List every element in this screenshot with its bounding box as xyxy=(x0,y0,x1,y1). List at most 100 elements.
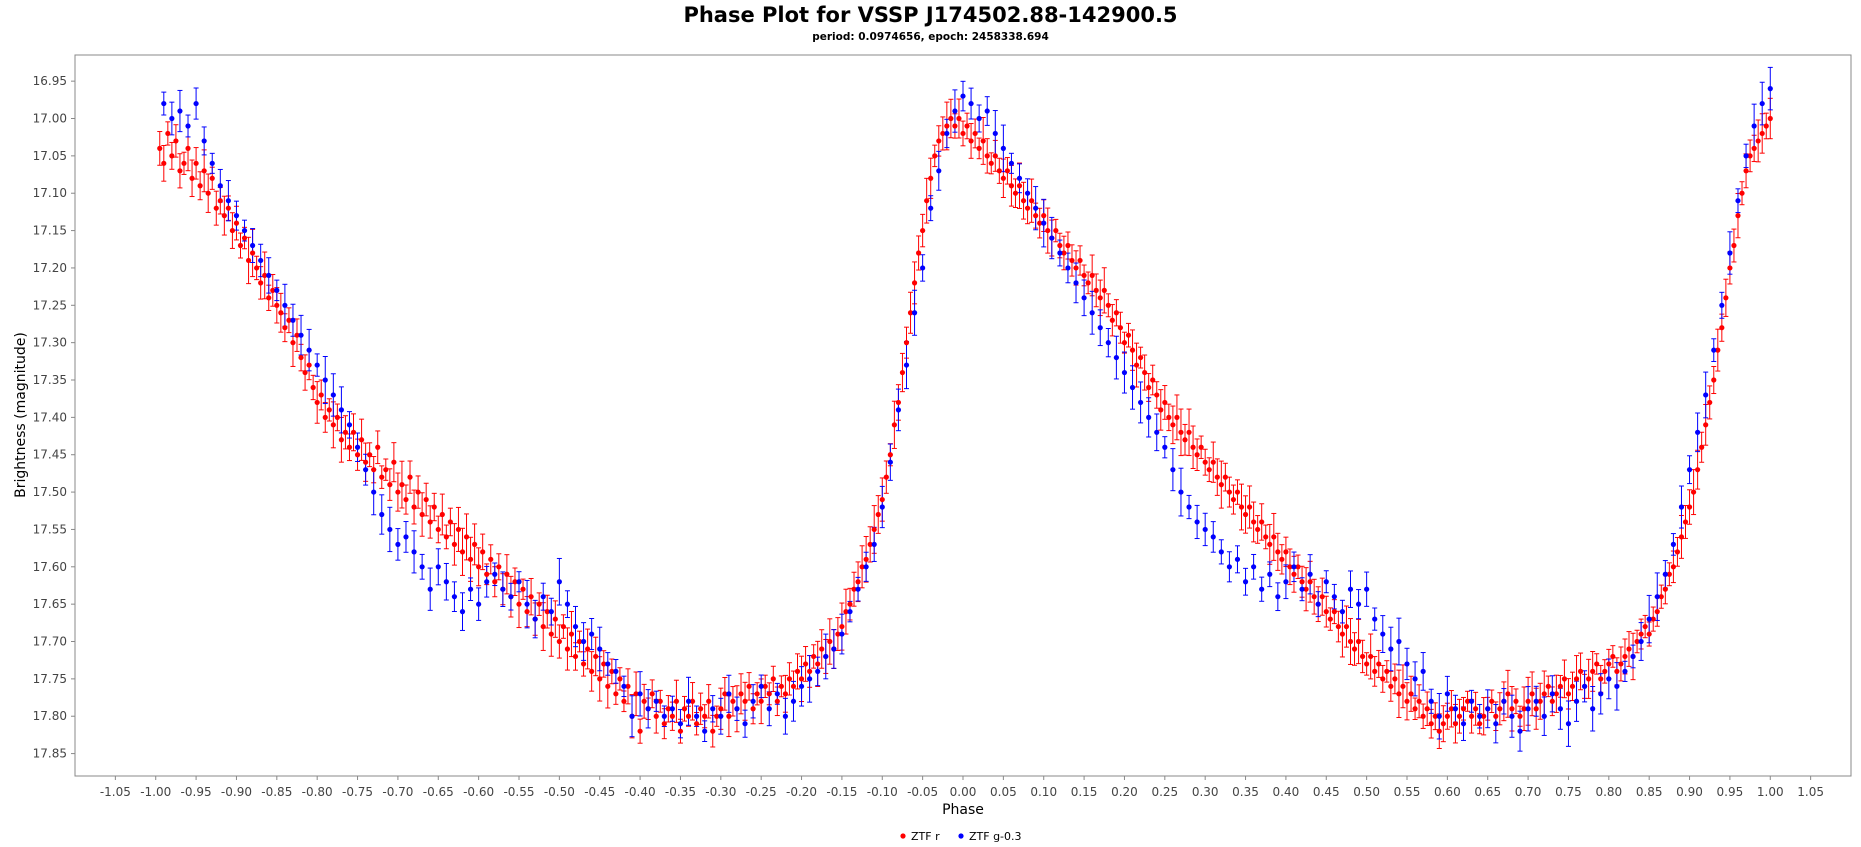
data-point xyxy=(770,676,776,682)
data-point xyxy=(201,138,207,144)
data-point xyxy=(233,213,240,219)
data-point xyxy=(536,601,542,607)
data-point xyxy=(1606,661,1612,667)
data-point xyxy=(790,683,797,689)
data-point xyxy=(976,145,982,151)
data-point xyxy=(572,623,579,630)
data-point xyxy=(710,706,716,712)
data-point xyxy=(225,198,231,204)
data-point xyxy=(1299,586,1305,592)
x-tick-label: 0.85 xyxy=(1636,785,1663,799)
x-tick-label: -0.60 xyxy=(463,785,494,799)
data-point xyxy=(916,250,922,256)
data-point xyxy=(1541,691,1547,697)
data-point xyxy=(657,698,663,704)
data-point xyxy=(1133,362,1140,368)
data-point xyxy=(1113,310,1119,316)
data-point xyxy=(1699,444,1705,450)
data-point xyxy=(887,452,893,458)
data-point xyxy=(500,586,506,592)
data-point xyxy=(1105,340,1111,346)
y-tick-label: 17.70 xyxy=(33,635,67,649)
data-point xyxy=(354,452,361,458)
data-point xyxy=(1489,698,1495,704)
data-point xyxy=(984,108,990,114)
data-point xyxy=(1170,422,1176,428)
data-point xyxy=(302,369,308,376)
x-tick-label: -0.05 xyxy=(907,785,938,799)
data-point xyxy=(282,325,288,331)
data-point xyxy=(766,691,772,697)
data-point xyxy=(322,377,328,383)
data-point xyxy=(1638,638,1644,645)
data-point xyxy=(1222,474,1228,480)
data-point xyxy=(306,347,312,353)
data-point xyxy=(241,235,248,241)
data-point xyxy=(1452,721,1459,727)
data-point xyxy=(532,616,538,622)
data-point xyxy=(496,564,502,570)
data-point xyxy=(568,631,575,637)
data-point xyxy=(1259,519,1265,525)
data-point xyxy=(585,646,591,652)
y-axis: 16.95 17.00 17.05 17.10 17.15 17.20 17.25 17.30… xyxy=(33,74,75,761)
data-point xyxy=(1727,250,1733,256)
data-point xyxy=(758,683,764,689)
data-point xyxy=(1686,467,1693,473)
data-point xyxy=(1468,713,1475,719)
data-point xyxy=(1093,287,1099,293)
data-point xyxy=(782,713,789,719)
data-point xyxy=(1380,676,1386,682)
data-point xyxy=(1190,444,1196,450)
y-tick-label: 17.00 xyxy=(33,112,67,126)
data-point xyxy=(1210,459,1216,465)
data-point xyxy=(1626,646,1632,652)
data-point xyxy=(161,160,167,166)
data-point xyxy=(480,549,486,555)
data-point xyxy=(476,601,482,607)
data-point xyxy=(1218,482,1224,488)
data-point xyxy=(1206,467,1212,473)
y-tick-label: 17.80 xyxy=(33,709,67,723)
data-point xyxy=(201,168,207,174)
data-point xyxy=(1178,489,1184,495)
data-point xyxy=(1497,706,1503,712)
data-point xyxy=(1004,168,1011,174)
x-tick-label: -0.35 xyxy=(665,785,696,799)
data-point xyxy=(1557,706,1563,712)
data-point xyxy=(1747,153,1753,159)
data-point xyxy=(827,638,833,645)
data-point xyxy=(1650,616,1656,622)
data-point xyxy=(1347,638,1354,645)
data-point xyxy=(1339,631,1346,637)
data-point xyxy=(1049,235,1055,241)
data-point xyxy=(576,638,583,645)
data-point xyxy=(447,519,453,525)
data-point xyxy=(411,549,417,555)
data-point xyxy=(322,414,328,420)
data-point xyxy=(250,242,256,249)
data-point xyxy=(314,399,320,406)
data-point xyxy=(1319,594,1325,600)
data-point xyxy=(290,317,296,323)
data-point xyxy=(887,459,893,465)
data-point xyxy=(548,609,554,615)
data-point xyxy=(839,631,845,637)
data-point xyxy=(1444,713,1450,719)
data-point xyxy=(1291,571,1297,577)
data-point xyxy=(1565,691,1572,697)
y-tick-label: 17.15 xyxy=(33,224,67,238)
data-point xyxy=(415,489,421,495)
x-tick-label: -0.40 xyxy=(625,785,656,799)
data-point xyxy=(641,698,647,704)
data-point xyxy=(750,698,756,704)
data-point xyxy=(891,422,897,428)
data-point xyxy=(278,310,284,316)
data-point xyxy=(1396,691,1402,697)
data-point xyxy=(411,504,417,510)
data-point xyxy=(734,706,740,712)
data-point xyxy=(1226,564,1232,570)
data-point xyxy=(213,205,219,211)
data-point xyxy=(209,160,215,166)
data-point xyxy=(1751,123,1757,129)
